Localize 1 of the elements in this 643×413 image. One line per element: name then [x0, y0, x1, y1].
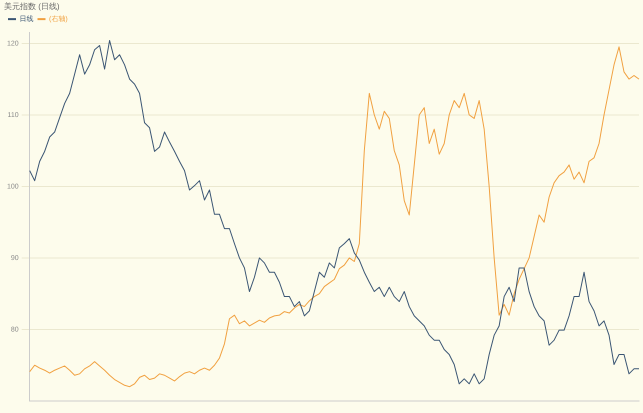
chart-title: 美元指数 (日线) — [4, 2, 60, 12]
